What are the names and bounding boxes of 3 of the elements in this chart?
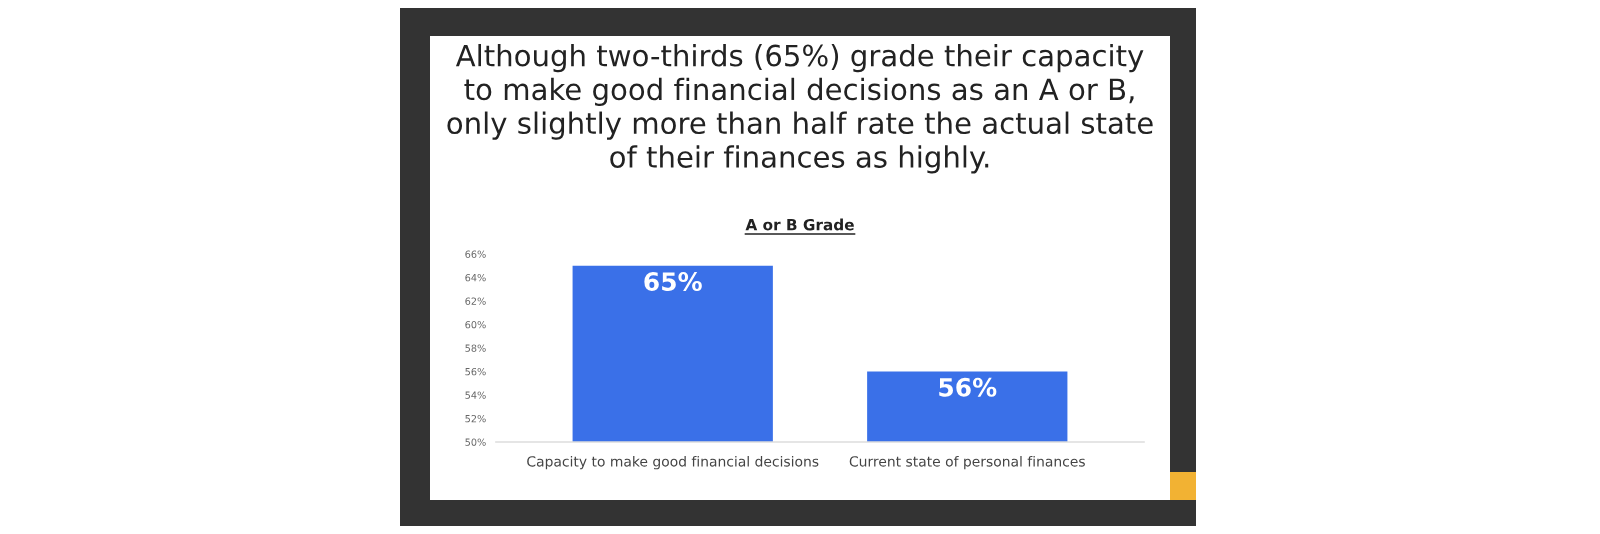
data-label: 65% (644, 272, 702, 291)
chart-title: Although two-thirds (65%) grade their capacity to make good financial decisions as an A or B, only slightly more than half rate the actual state of their finances as highly. (447, 44, 1153, 174)
data-label: 56% (939, 377, 997, 397)
